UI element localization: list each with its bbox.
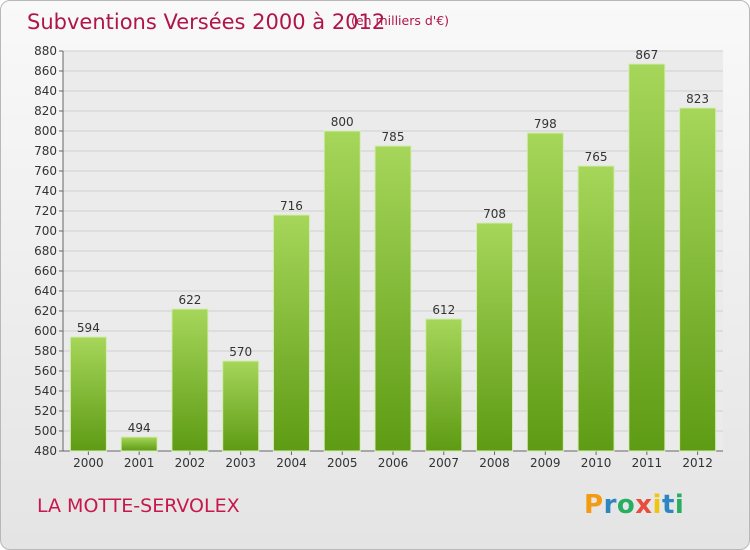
x-tick-label-2003: 2003 <box>225 456 256 470</box>
bar-2009 <box>526 132 564 452</box>
logo-letter: t <box>661 490 675 520</box>
y-tick-label: 520 <box>34 404 57 418</box>
y-tick-label: 720 <box>34 204 57 218</box>
value-label-2000: 594 <box>77 321 100 335</box>
logo-letter: i <box>674 490 685 520</box>
x-tick-label-2007: 2007 <box>428 456 459 470</box>
y-tick-label: 800 <box>34 124 57 138</box>
chart-subtitle: (en milliers d'€) <box>351 13 450 28</box>
y-tick-label: 600 <box>34 324 57 338</box>
value-label-2003: 570 <box>229 345 252 359</box>
x-tick-label-2002: 2002 <box>175 456 206 470</box>
x-tick-label-2012: 2012 <box>682 456 713 470</box>
y-tick-label: 620 <box>34 304 57 318</box>
bar-2012 <box>679 107 717 452</box>
bar-2005 <box>323 130 361 452</box>
x-tick-label-2009: 2009 <box>530 456 561 470</box>
bar-2004 <box>272 214 310 452</box>
y-tick-label: 560 <box>34 364 57 378</box>
y-tick-label: 820 <box>34 104 57 118</box>
value-label-2010: 765 <box>585 150 608 164</box>
logo-letter: r <box>603 490 617 520</box>
x-tick-label-2004: 2004 <box>276 456 307 470</box>
value-label-2007: 612 <box>432 303 455 317</box>
y-tick-label: 500 <box>34 424 57 438</box>
value-label-2009: 798 <box>534 117 557 131</box>
logo-letter: i <box>652 490 662 520</box>
y-tick-label: 680 <box>34 244 57 258</box>
value-label-2005: 800 <box>331 115 354 129</box>
chart-title: Subventions Versées 2000 à 2012 <box>27 10 386 34</box>
x-tick-label-2011: 2011 <box>632 456 663 470</box>
bar-2011 <box>628 63 666 452</box>
bar-2008 <box>476 222 514 452</box>
x-tick-label-2008: 2008 <box>479 456 510 470</box>
y-tick-label: 780 <box>34 144 57 158</box>
y-tick-label: 580 <box>34 344 57 358</box>
bar-2001 <box>120 436 158 452</box>
labels: 480 500 520 540 560 580 600 620 640 660 680 700 720 7… <box>34 44 713 470</box>
bar-2010 <box>577 165 615 452</box>
bar-2007 <box>425 318 463 452</box>
logo-letter: P <box>584 490 604 520</box>
x-tick-label-2000: 2000 <box>73 456 104 470</box>
commune-name: LA MOTTE-SERVOLEX <box>37 495 240 517</box>
y-tick-label: 760 <box>34 164 57 178</box>
bars <box>69 63 717 452</box>
y-tick-label: 480 <box>34 444 57 458</box>
y-tick-label: 640 <box>34 284 57 298</box>
value-label-2004: 716 <box>280 199 303 213</box>
y-tick-label: 540 <box>34 384 57 398</box>
logo-letter: o <box>616 490 636 520</box>
bar-2000 <box>69 336 107 452</box>
y-tick-label: 840 <box>34 84 57 98</box>
y-tick-label: 880 <box>34 44 57 58</box>
y-tick-label: 740 <box>34 184 57 198</box>
bar-2003 <box>222 360 260 452</box>
logo-letter: x <box>635 490 653 520</box>
x-tick-label-2010: 2010 <box>581 456 612 470</box>
value-label-2006: 785 <box>382 130 405 144</box>
value-label-2008: 708 <box>483 207 506 221</box>
x-tick-label-2006: 2006 <box>378 456 409 470</box>
value-label-2012: 823 <box>686 92 709 106</box>
value-label-2011: 867 <box>635 48 658 62</box>
x-tick-label-2005: 2005 <box>327 456 358 470</box>
bar-2002 <box>171 308 209 452</box>
bar-2006 <box>374 145 412 452</box>
value-label-2001: 494 <box>128 421 151 435</box>
x-tick-label-2001: 2001 <box>124 456 155 470</box>
y-tick-label: 660 <box>34 264 57 278</box>
value-label-2002: 622 <box>178 293 201 307</box>
y-tick-label: 860 <box>34 64 57 78</box>
y-tick-label: 700 <box>34 224 57 238</box>
proxiti-logo: Proxiti <box>584 490 684 520</box>
